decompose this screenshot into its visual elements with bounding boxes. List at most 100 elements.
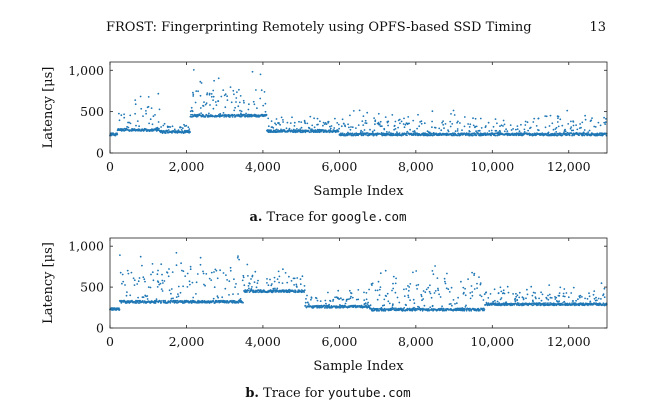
data-point xyxy=(128,121,131,124)
data-point xyxy=(200,82,203,84)
data-point xyxy=(491,304,493,306)
data-point xyxy=(152,115,155,118)
data-point xyxy=(262,104,265,107)
data-point xyxy=(567,296,570,299)
data-point xyxy=(499,298,502,301)
data-point xyxy=(342,298,345,301)
data-point xyxy=(444,280,446,283)
data-point xyxy=(367,301,369,304)
data-point xyxy=(288,275,290,278)
data-point xyxy=(355,298,358,301)
data-point xyxy=(605,118,607,120)
data-point xyxy=(454,132,457,135)
x-tick-label: 4,000 xyxy=(245,159,281,174)
data-point xyxy=(541,132,544,135)
data-point xyxy=(197,90,200,93)
data-point xyxy=(170,292,172,295)
data-point xyxy=(559,118,562,121)
data-point xyxy=(256,107,258,110)
data-point xyxy=(545,297,548,300)
data-point xyxy=(189,265,192,268)
data-point xyxy=(518,291,521,294)
data-point xyxy=(379,120,382,123)
data-point xyxy=(164,299,167,302)
data-point xyxy=(561,124,564,127)
data-point xyxy=(516,125,519,127)
data-point xyxy=(396,134,399,137)
data-point xyxy=(518,130,521,133)
data-point xyxy=(587,304,589,307)
data-point xyxy=(564,130,567,133)
data-point xyxy=(215,104,218,106)
data-point xyxy=(118,119,121,122)
data-point xyxy=(152,279,155,282)
data-point xyxy=(182,285,185,288)
data-point xyxy=(535,125,538,127)
data-point xyxy=(121,273,124,276)
data-point xyxy=(288,127,291,130)
data-point xyxy=(186,286,189,288)
data-point xyxy=(208,92,211,95)
x-tick-label: 0 xyxy=(106,334,114,349)
data-point xyxy=(228,294,230,296)
data-point xyxy=(403,288,405,291)
data-point xyxy=(403,126,406,129)
data-point xyxy=(434,290,437,292)
data-point xyxy=(272,287,275,290)
data-point xyxy=(570,126,573,128)
data-point xyxy=(260,89,263,92)
data-point xyxy=(538,297,540,300)
data-point xyxy=(158,283,161,286)
data-point xyxy=(219,269,222,272)
data-point xyxy=(337,296,339,299)
data-point xyxy=(141,264,143,267)
data-point xyxy=(162,282,164,284)
data-point xyxy=(325,302,327,305)
data-point xyxy=(293,125,296,127)
data-point xyxy=(159,282,162,285)
data-point xyxy=(478,276,480,278)
data-point xyxy=(150,273,152,276)
data-point xyxy=(374,289,377,292)
data-point xyxy=(232,293,234,295)
data-point xyxy=(350,126,352,128)
data-point xyxy=(222,112,225,114)
data-point xyxy=(456,130,459,132)
caption-a-site: google.com xyxy=(331,209,407,224)
data-point xyxy=(378,294,381,296)
data-point xyxy=(191,110,194,113)
data-point xyxy=(473,288,476,290)
data-point xyxy=(229,266,232,269)
data-point xyxy=(393,128,395,131)
data-point xyxy=(424,291,427,294)
data-point xyxy=(225,115,228,118)
data-point xyxy=(420,122,423,125)
data-point xyxy=(199,107,202,109)
data-point xyxy=(334,296,336,299)
data-point xyxy=(383,128,386,131)
data-point xyxy=(394,282,397,285)
data-point xyxy=(210,93,213,95)
data-point xyxy=(582,131,585,134)
data-point xyxy=(469,297,472,300)
data-point xyxy=(531,294,534,297)
data-point xyxy=(204,103,207,106)
data-point xyxy=(269,278,271,281)
data-point xyxy=(515,295,518,298)
data-point xyxy=(243,284,246,287)
data-point xyxy=(134,99,137,101)
data-point xyxy=(562,302,564,304)
chart-a: 0 2,000 4,000 6,000 8,000 10,000 12,000 0 500 1,0… xyxy=(41,61,608,199)
data-point xyxy=(217,100,220,103)
data-point xyxy=(377,112,380,115)
data-point xyxy=(122,280,125,283)
data-point xyxy=(220,95,223,98)
data-point xyxy=(383,298,386,301)
data-point xyxy=(246,291,248,293)
data-point xyxy=(129,114,132,117)
data-point xyxy=(463,125,466,128)
data-point xyxy=(349,114,351,117)
data-point xyxy=(206,93,208,96)
data-points-b xyxy=(109,251,608,312)
data-point xyxy=(381,125,383,127)
